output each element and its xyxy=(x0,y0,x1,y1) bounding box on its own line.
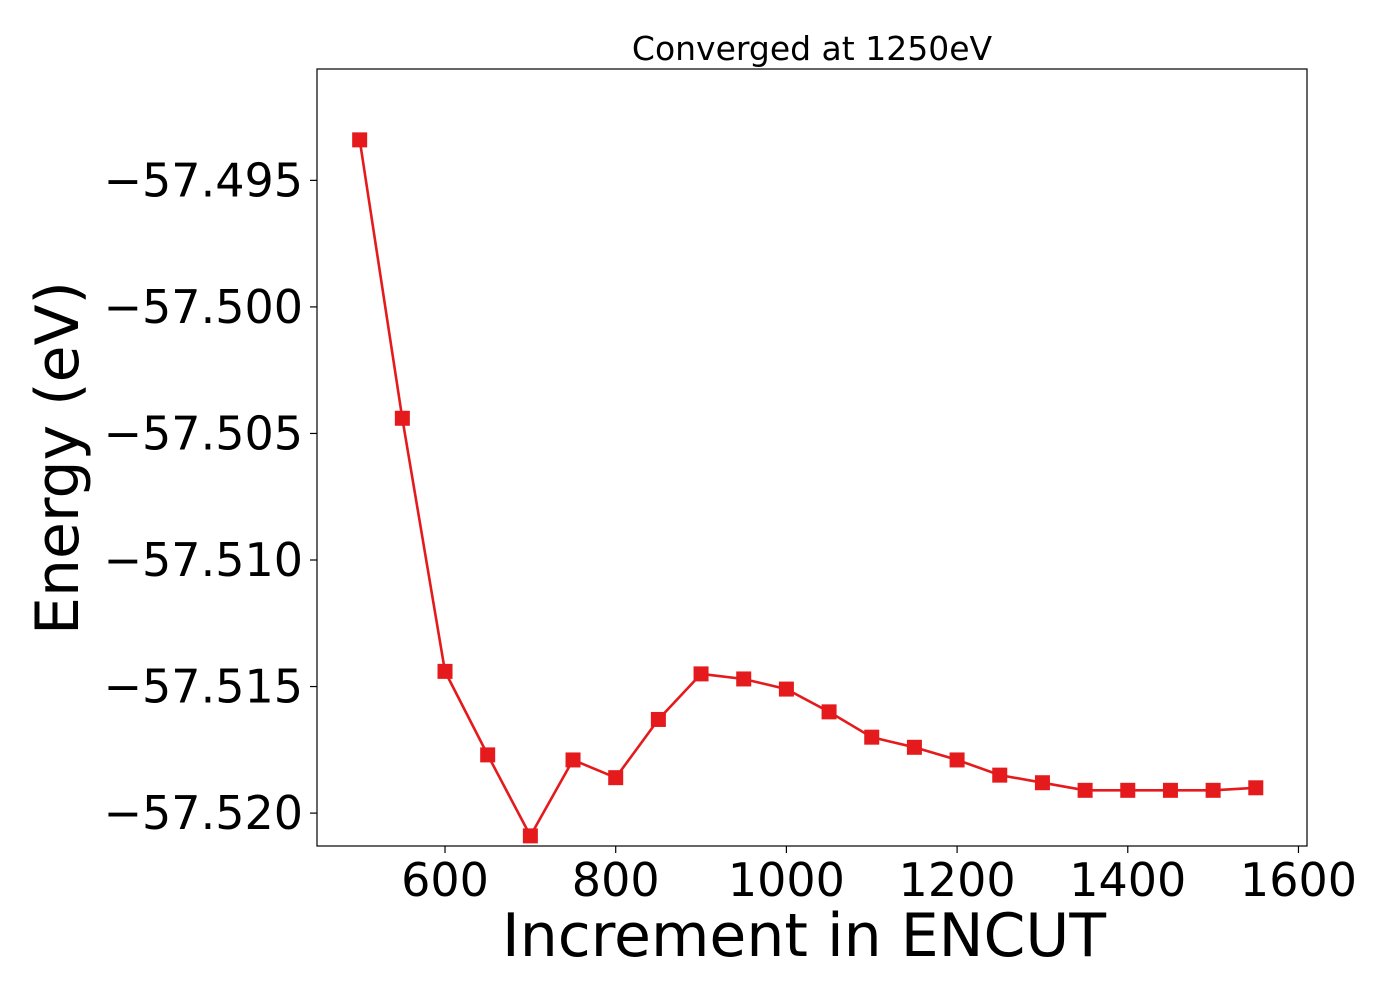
x-tick-label: 600 xyxy=(401,853,489,907)
y-tick-label: −57.520 xyxy=(104,786,304,840)
x-tick-label: 1400 xyxy=(1069,853,1186,907)
data-point xyxy=(949,752,965,768)
x-tick-label: 1200 xyxy=(899,853,1016,907)
data-point xyxy=(992,767,1008,783)
x-axis: 600 800 1000 1200 1400 1600 xyxy=(401,846,1357,907)
data-point xyxy=(1034,775,1050,791)
y-tick-label: −57.500 xyxy=(104,280,304,334)
y-tick-label: −57.510 xyxy=(104,533,304,587)
y-axis-label: Energy (eV) xyxy=(23,281,93,635)
x-tick-label: 800 xyxy=(572,853,660,907)
x-tick-label: 1600 xyxy=(1240,853,1357,907)
data-point xyxy=(778,681,794,697)
chart-title: Converged at 1250eV xyxy=(632,29,993,68)
data-point xyxy=(864,729,880,745)
data-point xyxy=(821,704,837,720)
data-point xyxy=(1162,782,1178,798)
data-point xyxy=(1248,780,1264,796)
data-point xyxy=(1077,782,1093,798)
y-tick-label: −57.505 xyxy=(104,406,304,460)
data-point xyxy=(906,739,922,755)
data-point xyxy=(693,666,709,682)
data-point xyxy=(522,828,538,844)
y-axis: −57.495 −57.500 −57.505 −57.510 −57.515 −57.5… xyxy=(104,153,317,840)
data-point xyxy=(650,711,666,727)
x-tick-label: 1000 xyxy=(728,853,845,907)
plot-frame xyxy=(316,68,1308,847)
y-tick-label: −57.515 xyxy=(104,660,304,714)
plot-area xyxy=(352,132,1264,844)
series-line xyxy=(358,139,1256,839)
data-point xyxy=(1205,782,1221,798)
data-point xyxy=(565,752,581,768)
y-tick-label: −57.495 xyxy=(104,153,304,207)
data-point xyxy=(352,132,368,148)
data-point xyxy=(394,410,410,426)
data-point xyxy=(1120,782,1136,798)
x-axis-label: Increment in ENCUT xyxy=(502,901,1106,971)
data-point xyxy=(480,747,496,763)
data-point xyxy=(736,671,752,687)
data-point xyxy=(608,770,624,786)
data-point xyxy=(437,663,453,679)
